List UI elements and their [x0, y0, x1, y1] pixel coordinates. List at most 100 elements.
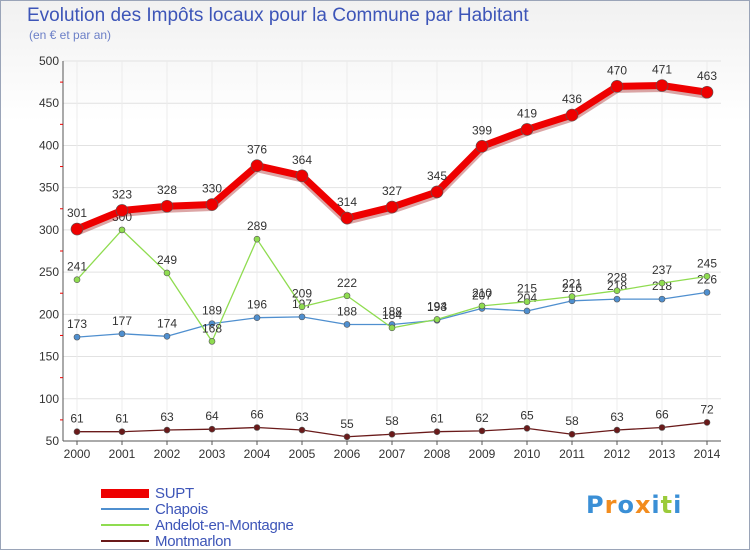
data-label-montmarlon: 63	[295, 410, 309, 424]
logo-letter: t	[660, 491, 674, 519]
data-label-supt: 419	[517, 106, 537, 120]
legend: SUPT Chapois Andelot-en-Montagne Montmar…	[101, 484, 294, 550]
data-label-andelot-en-montagne: 222	[337, 276, 357, 290]
data-point-supt	[250, 159, 264, 173]
chart-subtitle: (en € et par an)	[29, 28, 112, 42]
data-point-chapois	[253, 314, 261, 322]
data-point-chapois	[523, 307, 531, 315]
data-label-andelot-en-montagne: 184	[382, 308, 402, 322]
data-point-supt	[295, 169, 309, 183]
y-tick-label: 350	[39, 181, 59, 195]
data-label-supt: 301	[67, 206, 87, 220]
data-label-supt: 399	[472, 123, 492, 137]
data-label-andelot-en-montagne: 289	[247, 219, 267, 233]
data-label-andelot-en-montagne: 237	[652, 263, 672, 277]
data-point-andelot-en-montagne	[388, 324, 396, 332]
legend-label-chapois: Chapois	[155, 500, 208, 518]
data-label-supt: 364	[292, 153, 312, 167]
legend-item-chapois[interactable]: Chapois	[101, 500, 294, 518]
data-point-chapois	[118, 330, 126, 338]
proxiti-logo: Proxiti	[586, 491, 682, 519]
data-point-supt	[700, 85, 714, 99]
data-point-chapois	[658, 295, 666, 303]
logo-letter: i	[673, 491, 683, 519]
data-point-montmarlon	[298, 426, 306, 434]
data-label-montmarlon: 61	[430, 412, 444, 426]
data-label-chapois: 196	[247, 298, 267, 312]
x-tick-label: 2012	[604, 447, 631, 461]
legend-item-supt[interactable]: SUPT	[101, 484, 294, 502]
legend-item-andelot[interactable]: Andelot-en-Montagne	[101, 516, 294, 534]
data-point-montmarlon	[478, 427, 486, 435]
logo-letter: r	[604, 491, 618, 519]
data-label-andelot-en-montagne: 249	[157, 253, 177, 267]
data-point-supt	[565, 108, 579, 122]
data-point-chapois	[343, 321, 351, 328]
data-point-andelot-en-montagne	[658, 279, 666, 287]
data-point-supt	[655, 79, 669, 92]
data-point-montmarlon	[568, 430, 576, 438]
y-tick-label: 450	[39, 96, 59, 110]
legend-label-andelot: Andelot-en-Montagne	[155, 516, 294, 534]
data-point-montmarlon	[433, 428, 441, 436]
data-label-chapois: 207	[472, 288, 492, 302]
data-point-supt	[70, 222, 84, 236]
x-tick-label: 2004	[244, 447, 271, 461]
y-tick-label: 150	[39, 350, 59, 364]
data-label-montmarlon: 61	[115, 412, 129, 426]
data-label-montmarlon: 58	[385, 414, 399, 428]
data-point-supt	[430, 185, 444, 199]
logo-letter: o	[617, 491, 635, 519]
data-label-montmarlon: 64	[205, 409, 219, 423]
legend-swatch-supt	[101, 488, 149, 498]
data-point-montmarlon	[703, 419, 711, 426]
data-point-supt	[385, 200, 399, 214]
data-point-supt	[115, 204, 129, 217]
data-point-andelot-en-montagne	[478, 302, 486, 310]
data-label-andelot-en-montagne: 215	[517, 282, 537, 296]
data-point-supt	[520, 123, 534, 136]
data-label-chapois: 188	[382, 304, 402, 318]
y-tick-label: 200	[39, 307, 59, 321]
data-label-montmarlon: 55	[340, 417, 354, 431]
data-point-chapois	[703, 289, 711, 296]
legend-label-supt: SUPT	[155, 484, 194, 502]
data-point-chapois	[208, 320, 216, 327]
data-label-montmarlon: 62	[475, 411, 489, 425]
data-label-andelot-en-montagne: 194	[427, 299, 447, 313]
data-label-montmarlon: 66	[655, 407, 669, 421]
data-label-montmarlon: 72	[700, 402, 714, 416]
data-label-supt: 376	[247, 143, 267, 157]
data-point-supt	[475, 139, 489, 153]
data-label-montmarlon: 63	[160, 410, 174, 424]
data-label-andelot-en-montagne: 241	[67, 260, 87, 274]
data-label-montmarlon: 66	[250, 407, 264, 421]
data-label-chapois: 216	[562, 281, 582, 295]
data-point-andelot-en-montagne	[208, 338, 216, 345]
data-label-chapois: 193	[427, 300, 447, 314]
y-tick-label: 250	[39, 265, 59, 279]
legend-swatch-chapois	[101, 508, 149, 510]
data-point-montmarlon	[613, 426, 621, 434]
y-tick-label: 100	[39, 392, 59, 406]
data-label-andelot-en-montagne: 209	[292, 287, 312, 301]
x-tick-label: 2009	[469, 447, 496, 461]
x-tick-label: 2005	[289, 447, 316, 461]
logo-letter: i	[651, 491, 661, 519]
data-point-chapois	[298, 313, 306, 321]
x-tick-label: 2000	[64, 447, 91, 461]
data-label-supt: 436	[562, 92, 582, 106]
data-point-andelot-en-montagne	[163, 269, 171, 277]
legend-item-montmarlon[interactable]: Montmarlon	[101, 533, 294, 550]
x-tick-label: 2008	[424, 447, 451, 461]
data-point-montmarlon	[658, 424, 666, 431]
y-tick-label: 500	[39, 54, 59, 68]
x-tick-label: 2010	[514, 447, 541, 461]
y-tick-label: 400	[39, 138, 59, 152]
x-tick-label: 2014	[694, 447, 721, 461]
x-tick-label: 2001	[109, 447, 136, 461]
data-label-andelot-en-montagne: 245	[697, 256, 717, 270]
logo-letter: P	[586, 491, 605, 519]
